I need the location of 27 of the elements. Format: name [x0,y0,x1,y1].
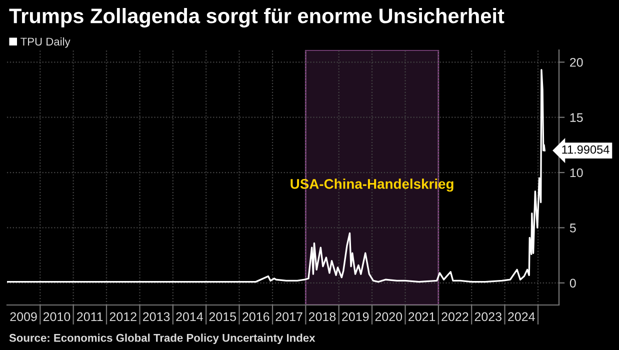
x-tick-label: 2011 [77,312,103,322]
x-tick-label: 2015 [209,312,236,322]
y-tick-label: 20 [570,58,583,67]
x-tick-label: 2023 [474,312,502,322]
x-tick-label: 2013 [143,312,170,322]
annotation: 11.99054 [562,145,610,154]
source-note: Source: Economics Global Trade Policy Uncertainty Index [9,334,316,344]
x-tick-label: 2012 [110,312,136,322]
x-tick-label: 2021 [408,312,436,322]
x-tick-label: 2016 [242,312,270,322]
y-tick-label: 0 [570,278,576,288]
x-tick-label: 2018 [308,312,336,322]
x-tick-label: 2014 [176,312,203,322]
line-series [7,69,546,283]
x-tick-label: 2017 [276,312,302,322]
y-tick-label: 10 [570,168,583,178]
x-tick-label: 2020 [375,312,402,322]
y-tick-label: 15 [570,113,583,122]
x-tick-label: 2024 [508,312,535,322]
chart-title: Trumps Zollagenda sorgt für enorme Unsicherheit [9,8,504,28]
x-tick-label: 2010 [43,312,70,322]
band-label: USA-China-Handelskrieg [290,178,454,192]
x-tick-label: 2009 [10,312,37,322]
legend-label: TPU Daily [20,37,70,48]
x-tick-label: 2019 [342,312,369,322]
y-tick-label: 5 [570,224,576,232]
x-tick-label: 2022 [442,312,468,322]
